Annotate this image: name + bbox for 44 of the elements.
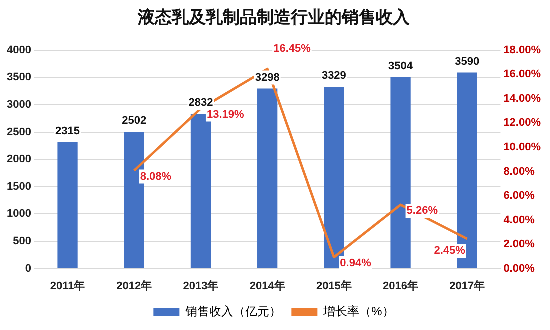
y-tick-label: 4000 xyxy=(6,44,32,56)
legend-label: 销售收入（亿元） xyxy=(184,304,282,318)
y-tick-label: 2000 xyxy=(6,154,32,166)
bar xyxy=(58,142,78,268)
y-tick-label: 2500 xyxy=(6,126,32,138)
data-label: 13.19% xyxy=(206,108,245,121)
data-label: 2315 xyxy=(56,125,80,138)
bar xyxy=(258,88,278,268)
y2-tick-label: 0.00% xyxy=(504,262,536,275)
x-tick-label: 2017年 xyxy=(450,279,486,292)
x-tick-label: 2013年 xyxy=(183,279,219,292)
y-tick-label: 3500 xyxy=(6,72,32,84)
data-label: 3298 xyxy=(255,72,280,84)
data-label: 3590 xyxy=(455,56,480,68)
y2-tick-label: 12.00% xyxy=(504,117,542,130)
y-tick-label: 0 xyxy=(25,262,32,275)
y2-tick-label: 4.00% xyxy=(504,214,536,226)
x-tick-label: 2015年 xyxy=(316,279,352,292)
y-tick-label: 3000 xyxy=(6,99,32,112)
x-tick-label: 2011年 xyxy=(50,279,86,292)
data-label: 5.26% xyxy=(406,205,438,218)
y2-tick-label: 10.00% xyxy=(504,142,542,154)
y-tick-label: 1500 xyxy=(6,180,32,193)
y2-tick-label: 8.00% xyxy=(504,166,536,178)
data-label: 2502 xyxy=(122,115,147,128)
data-label: 16.45% xyxy=(274,43,312,56)
y-tick-label: 500 xyxy=(13,236,32,248)
y2-tick-label: 6.00% xyxy=(504,190,536,202)
chart-title: 液态乳及乳制品制造行业的销售收入 xyxy=(137,8,411,27)
data-label: 2.45% xyxy=(434,245,466,258)
x-tick-label: 2016年 xyxy=(383,279,419,292)
y2-tick-label: 14.00% xyxy=(504,92,542,105)
y2-tick-label: 16.00% xyxy=(504,68,542,81)
legend-label: 增长率（%） xyxy=(322,304,394,318)
data-label: 2832 xyxy=(188,97,214,110)
x-tick-label: 2014年 xyxy=(250,279,286,292)
y2-tick-label: 2.00% xyxy=(504,238,536,251)
y2-tick-label: 18.00% xyxy=(504,44,542,56)
data-label: 3504 xyxy=(388,60,414,73)
data-label: 8.08% xyxy=(140,170,172,183)
data-label: 0.94% xyxy=(340,257,372,270)
y-tick-label: 1000 xyxy=(6,208,32,220)
data-label: 3329 xyxy=(322,70,346,82)
x-tick-label: 2012年 xyxy=(116,279,152,292)
